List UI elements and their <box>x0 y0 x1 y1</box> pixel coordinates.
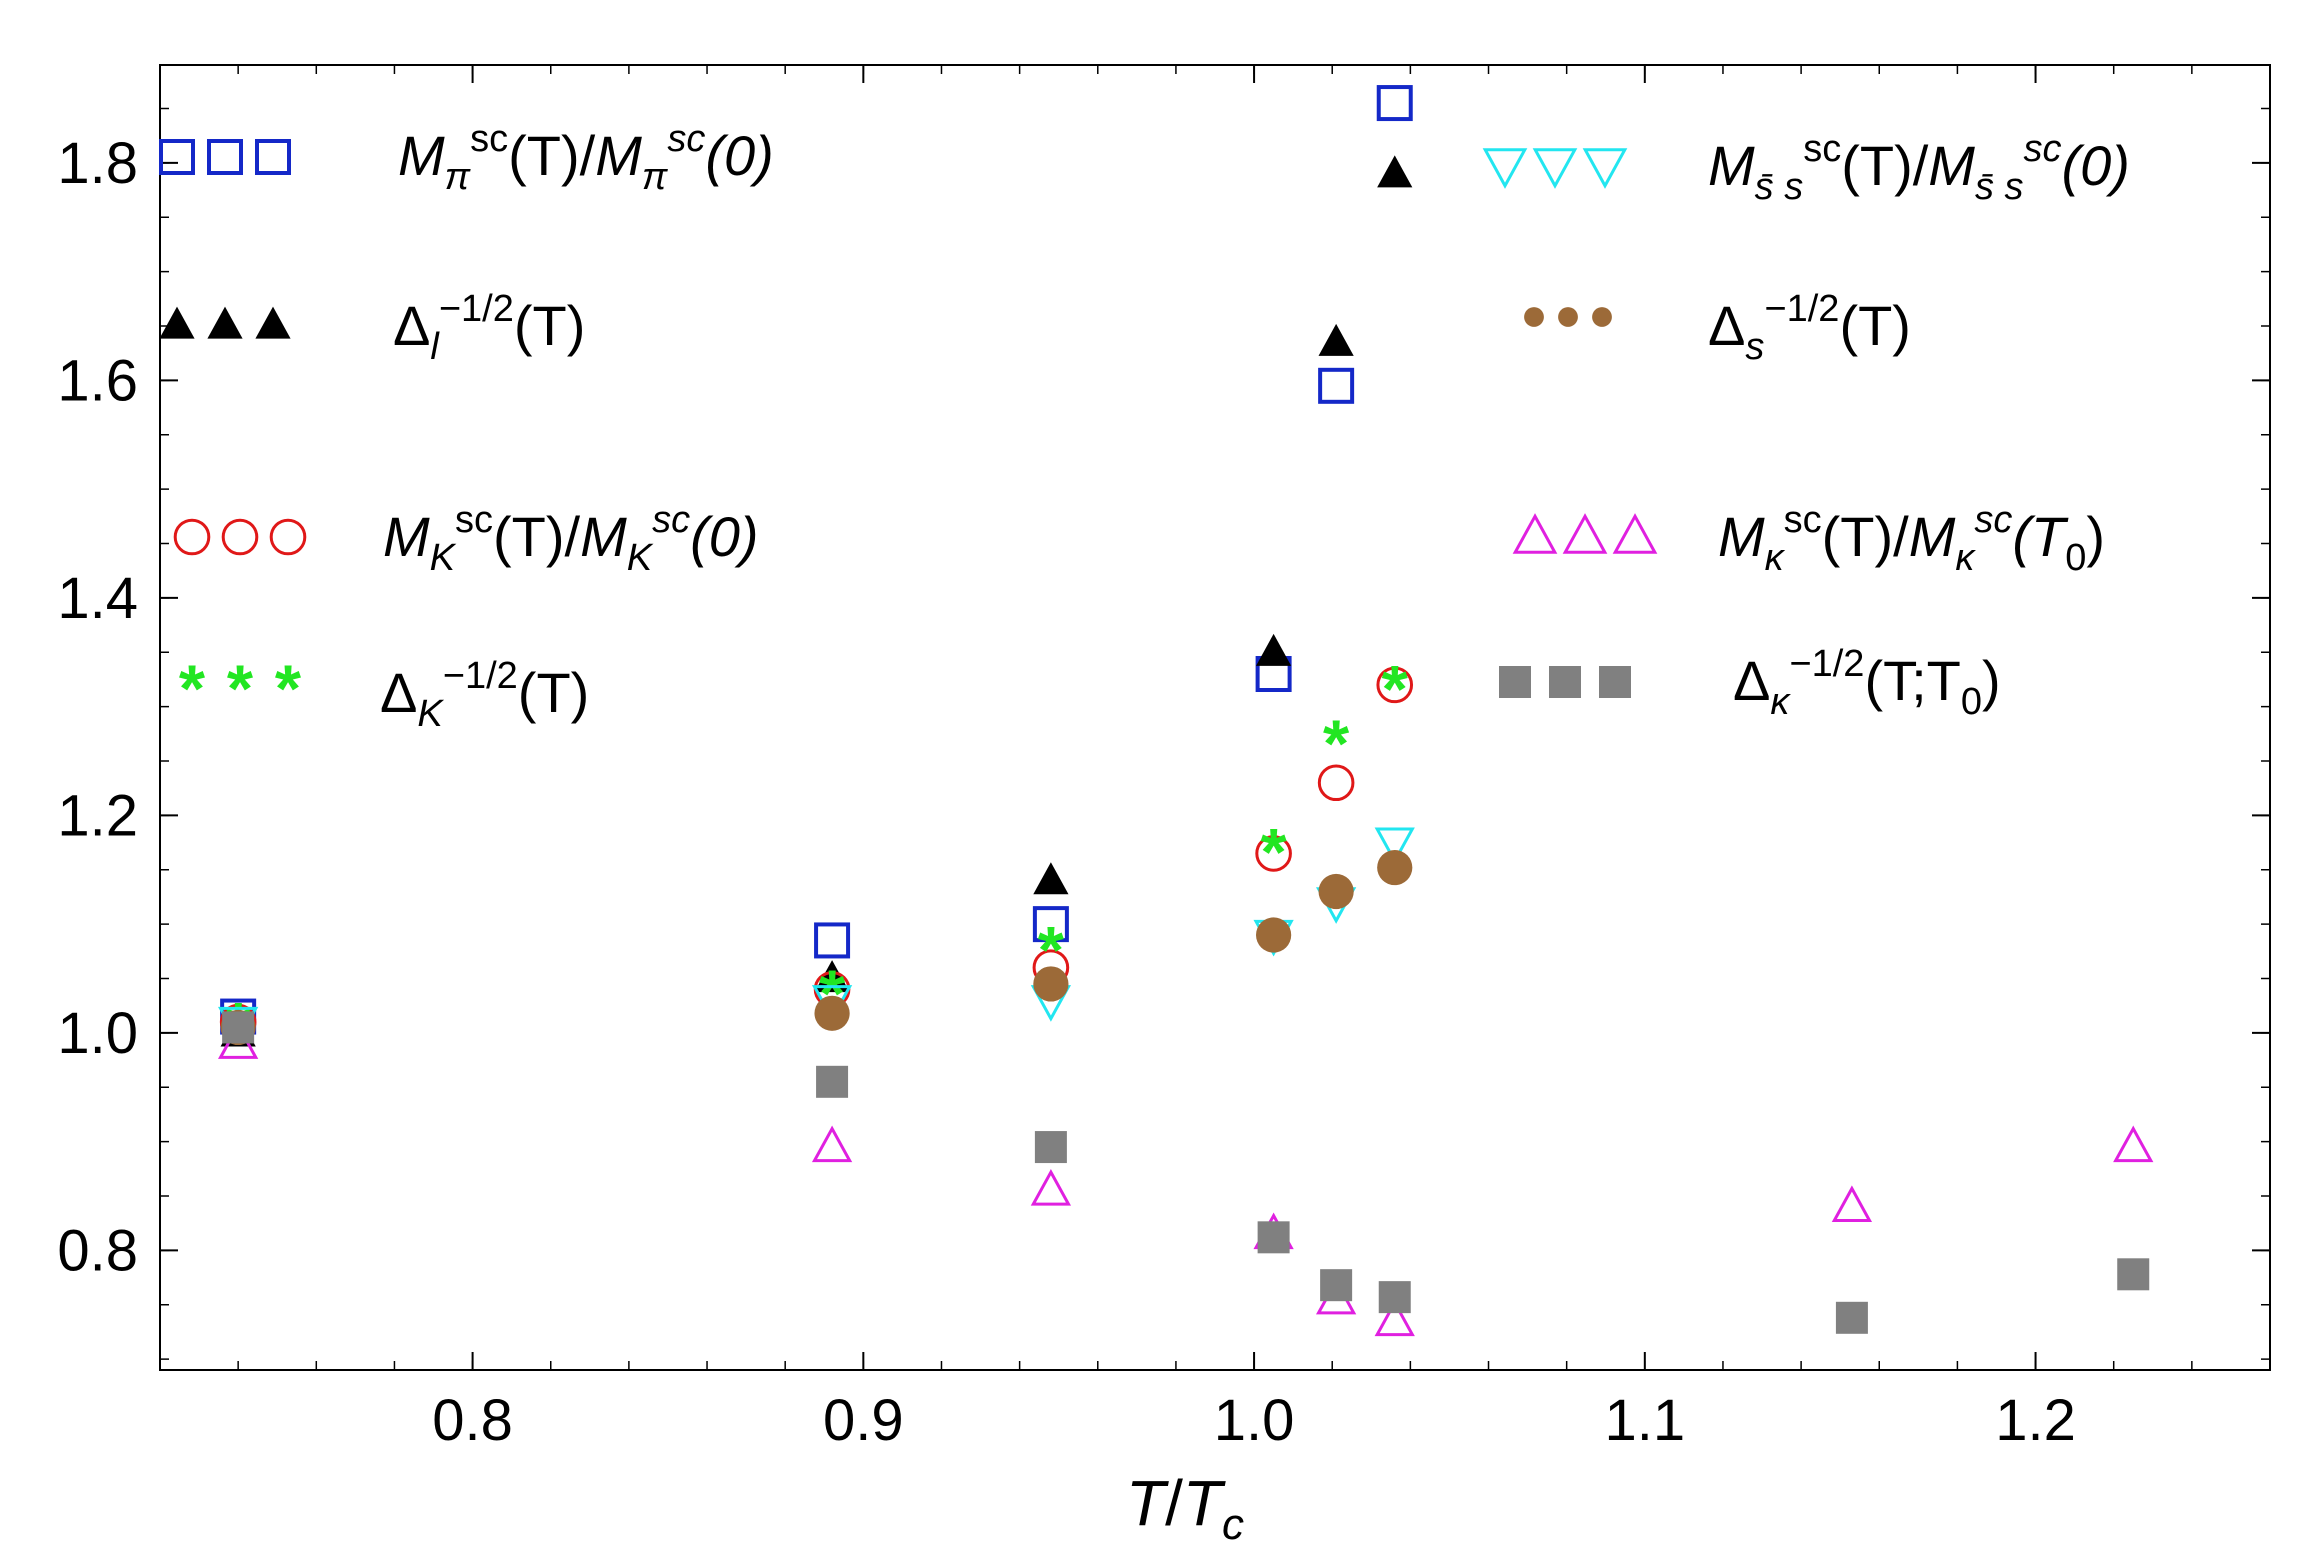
data-point-delta_l <box>1318 323 1354 356</box>
data-point-delta_s <box>1318 873 1354 910</box>
data-point-mpi <box>1376 85 1413 122</box>
legend-marker-delta_kappa <box>1549 666 1581 698</box>
legend-marker-mpi <box>159 139 195 175</box>
data-point-delta_s <box>1377 849 1413 886</box>
legend-marker-mk <box>221 518 259 556</box>
axis-tick-labels: 0.8 0.9 1.0 1.1 1.2 0.8 1.0 1.2 1.4 1.6 1.8 <box>57 131 2076 1453</box>
data-point-delta_kappa <box>222 1011 255 1044</box>
y-tick-label: 1.6 <box>57 348 138 413</box>
data-point-mpi <box>1318 367 1355 404</box>
data-point-delta_k: * <box>1323 706 1350 781</box>
data-point-mkappa <box>2113 1125 2154 1163</box>
legend-label-delta-kappa: Δκ−1/2(T;T0) <box>1733 643 2001 723</box>
legend: * * * Mπsc(T)/Mπsc(0) Δl−1/2(T) MKsc(T)/MK… <box>159 118 2130 735</box>
data-point-delta_kappa <box>816 1065 849 1098</box>
data-points: ****** <box>218 85 2154 1337</box>
plot-frame <box>159 64 2271 1371</box>
legend-label-mss: Ms̄ ssc(T)/Ms̄ ssc(0) <box>1708 128 2130 208</box>
data-point-delta_kappa <box>1034 1131 1067 1164</box>
data-point-mkappa <box>1831 1185 1873 1222</box>
legend-marker-delta_k: * <box>179 652 206 727</box>
data-point-delta_kappa <box>1378 1281 1411 1314</box>
legend-marker-delta_k: * <box>275 652 302 727</box>
x-tick-label: 1.1 <box>1604 1388 1685 1453</box>
data-point-delta_s <box>1256 917 1292 953</box>
data-point-mk <box>1317 764 1355 802</box>
legend-label-delta-l: Δl−1/2(T) <box>393 288 585 368</box>
legend-marker-mpi <box>255 139 291 175</box>
series-delta_l <box>220 155 1413 1047</box>
x-tick-label: 0.8 <box>432 1388 513 1453</box>
data-point-delta_l <box>1256 633 1292 666</box>
data-point-delta_kappa <box>1320 1269 1353 1302</box>
data-point-delta_l <box>814 960 850 993</box>
y-tick-label: 1.4 <box>57 566 138 631</box>
data-point-delta_kappa <box>1257 1221 1290 1254</box>
series-mkappa <box>218 1022 2154 1337</box>
legend-marker-delta_kappa <box>1599 666 1631 698</box>
legend-label-delta-k: ΔK−1/2(T) <box>380 655 589 735</box>
data-point-delta_k: * <box>1261 815 1288 890</box>
legend-marker-mk <box>173 518 211 556</box>
x-axis-label: T/Tc <box>1126 1467 1244 1549</box>
legend-marker-mpi <box>207 139 243 175</box>
legend-marker-delta_s <box>1592 307 1612 327</box>
legend-marker-delta_s <box>1558 307 1578 327</box>
legend-marker-delta_k: * <box>227 652 254 727</box>
data-point-mkappa <box>1374 1299 1415 1337</box>
x-tick-label: 0.9 <box>823 1388 904 1453</box>
y-tick-label: 1.2 <box>57 783 138 848</box>
x-tick-label: 1.2 <box>1995 1388 2076 1453</box>
data-point-mss <box>1374 827 1415 865</box>
data-point-delta_s <box>814 995 850 1031</box>
y-tick-label: 1.0 <box>57 1001 138 1066</box>
data-point-delta_s <box>1033 966 1069 1002</box>
legend-symbols: * * * <box>159 139 1658 727</box>
legend-marker-delta_s <box>1524 307 1544 327</box>
legend-marker-delta_kappa <box>1499 666 1531 698</box>
y-tick-label: 1.8 <box>57 131 138 196</box>
legend-marker-mss <box>1582 148 1628 189</box>
data-point-delta_k: * <box>1382 652 1409 727</box>
legend-marker-delta_l <box>255 306 291 339</box>
legend-marker-delta_l <box>159 306 195 339</box>
legend-symbol-delta_l <box>159 306 291 339</box>
legend-marker-mss <box>1532 148 1578 189</box>
legend-symbol-delta_s <box>1524 307 1612 327</box>
data-point-delta_l <box>1377 155 1413 188</box>
data-point-mpi <box>1032 906 1069 943</box>
y-tick-label: 0.8 <box>57 1218 138 1283</box>
legend-symbol-mkappa <box>1512 513 1658 554</box>
data-point-delta_kappa <box>1835 1301 1868 1334</box>
legend-label-mk: MKsc(T)/MKsc(0) <box>383 499 759 579</box>
legend-marker-mkappa <box>1612 513 1658 554</box>
data-point-delta_kappa <box>2117 1258 2150 1291</box>
series-delta_kappa <box>222 1011 2150 1334</box>
legend-marker-mkappa <box>1512 513 1558 554</box>
data-point-mk <box>1255 835 1292 872</box>
legend-label-delta-s: Δs−1/2(T) <box>1708 288 1911 368</box>
data-point-mkappa <box>811 1125 853 1163</box>
legend-marker-mk <box>269 518 307 556</box>
legend-marker-delta_l <box>207 306 243 339</box>
data-point-mkappa <box>1030 1169 1072 1206</box>
plot-border <box>159 64 2271 1371</box>
data-point-mpi <box>814 922 851 959</box>
legend-symbol-delta_k: * * * <box>179 652 302 727</box>
legend-marker-mkappa <box>1562 513 1608 554</box>
legend-label-mkappa: Mκsc(T)/Mκsc(T0) <box>1718 499 2105 579</box>
legend-marker-mss <box>1482 148 1528 189</box>
legend-symbol-mpi <box>159 139 291 175</box>
legend-symbol-mss <box>1482 148 1628 189</box>
x-tick-label: 1.0 <box>1214 1388 1295 1453</box>
legend-symbol-delta_kappa <box>1499 666 1631 698</box>
legend-symbol-mk <box>173 518 307 556</box>
data-point-delta_l <box>1033 862 1069 895</box>
axis-ticks <box>159 65 2271 1370</box>
data-point-mk <box>1376 666 1414 704</box>
legend-label-mpi: Mπsc(T)/Mπsc(0) <box>398 118 774 198</box>
